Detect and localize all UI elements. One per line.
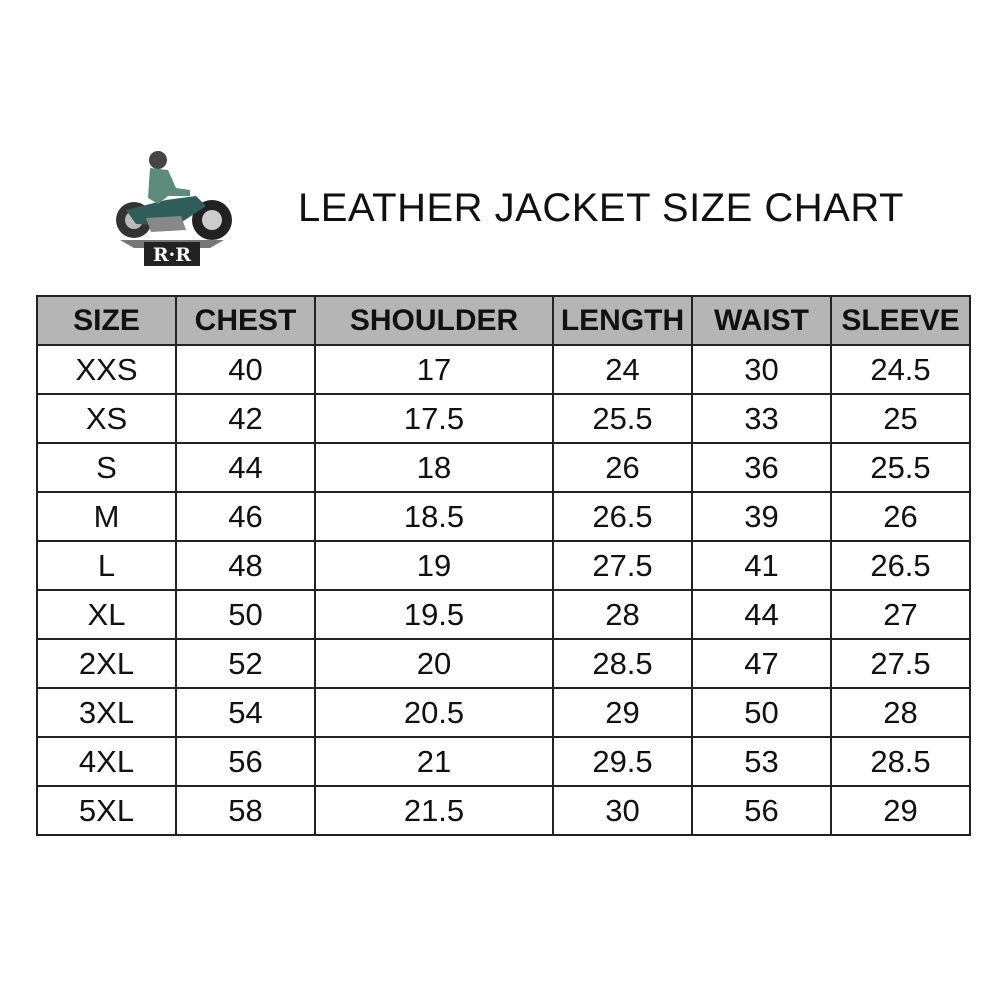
cell-shoulder: 21.5	[314, 785, 554, 836]
column-header-length: LENGTH	[552, 295, 693, 346]
cell-length: 30	[552, 785, 693, 836]
cell-chest: 42	[175, 393, 316, 444]
cell-shoulder: 20	[314, 638, 554, 689]
cell-chest: 50	[175, 589, 316, 640]
cell-length: 29.5	[552, 736, 693, 787]
cell-shoulder: 18	[314, 442, 554, 493]
svg-text:R·R: R·R	[153, 244, 191, 266]
cell-waist: 39	[691, 491, 832, 542]
cell-chest: 46	[175, 491, 316, 542]
cell-sleeve: 27	[830, 589, 971, 640]
cell-sleeve: 26.5	[830, 540, 971, 591]
cell-chest: 48	[175, 540, 316, 591]
column-header-sleeve: SLEEVE	[830, 295, 971, 346]
cell-length: 26	[552, 442, 693, 493]
table-row: 5XL 58 21.5 30 56 29	[36, 785, 971, 836]
cell-size: M	[36, 491, 177, 542]
table-row: S 44 18 26 36 25.5	[36, 442, 971, 493]
cell-size: 4XL	[36, 736, 177, 787]
cell-length: 25.5	[552, 393, 693, 444]
column-header-shoulder: SHOULDER	[314, 295, 554, 346]
cell-sleeve: 28.5	[830, 736, 971, 787]
cell-size: XL	[36, 589, 177, 640]
column-header-chest: CHEST	[175, 295, 316, 346]
cell-waist: 33	[691, 393, 832, 444]
cell-shoulder: 20.5	[314, 687, 554, 738]
cell-length: 26.5	[552, 491, 693, 542]
cell-chest: 52	[175, 638, 316, 689]
cell-chest: 56	[175, 736, 316, 787]
cell-shoulder: 17	[314, 344, 554, 395]
cell-waist: 47	[691, 638, 832, 689]
cell-shoulder: 18.5	[314, 491, 554, 542]
cell-waist: 53	[691, 736, 832, 787]
cell-length: 28.5	[552, 638, 693, 689]
cell-shoulder: 19.5	[314, 589, 554, 640]
cell-size: XS	[36, 393, 177, 444]
column-header-waist: WAIST	[691, 295, 832, 346]
table-row: XXS 40 17 24 30 24.5	[36, 344, 971, 395]
table-row: M 46 18.5 26.5 39 26	[36, 491, 971, 542]
cell-chest: 54	[175, 687, 316, 738]
cell-waist: 44	[691, 589, 832, 640]
cell-chest: 40	[175, 344, 316, 395]
table-row: XS 42 17.5 25.5 33 25	[36, 393, 971, 444]
cell-size: L	[36, 540, 177, 591]
table-row: XL 50 19.5 28 44 27	[36, 589, 971, 640]
cell-sleeve: 28	[830, 687, 971, 738]
cell-waist: 30	[691, 344, 832, 395]
motorcycle-rider-logo: R·R	[106, 148, 238, 268]
cell-length: 29	[552, 687, 693, 738]
size-chart-table: SIZE CHEST SHOULDER LENGTH WAIST SLEEVE XXS 40…	[36, 295, 971, 836]
cell-chest: 58	[175, 785, 316, 836]
page-title: LEATHER JACKET SIZE CHART	[298, 186, 904, 230]
cell-sleeve: 25.5	[830, 442, 971, 493]
cell-waist: 56	[691, 785, 832, 836]
cell-size: S	[36, 442, 177, 493]
cell-shoulder: 21	[314, 736, 554, 787]
cell-size: XXS	[36, 344, 177, 395]
header-row: SIZE CHEST SHOULDER LENGTH WAIST SLEEVE	[36, 295, 971, 346]
cell-size: 3XL	[36, 687, 177, 738]
cell-sleeve: 25	[830, 393, 971, 444]
cell-shoulder: 19	[314, 540, 554, 591]
cell-waist: 41	[691, 540, 832, 591]
cell-waist: 36	[691, 442, 832, 493]
table-row: 4XL 56 21 29.5 53 28.5	[36, 736, 971, 787]
cell-sleeve: 29	[830, 785, 971, 836]
cell-size: 5XL	[36, 785, 177, 836]
cell-sleeve: 27.5	[830, 638, 971, 689]
table-row: 3XL 54 20.5 29 50 28	[36, 687, 971, 738]
cell-waist: 50	[691, 687, 832, 738]
cell-length: 27.5	[552, 540, 693, 591]
cell-sleeve: 26	[830, 491, 971, 542]
cell-sleeve: 24.5	[830, 344, 971, 395]
cell-size: 2XL	[36, 638, 177, 689]
table-row: L 48 19 27.5 41 26.5	[36, 540, 971, 591]
table-row: 2XL 52 20 28.5 47 27.5	[36, 638, 971, 689]
column-header-size: SIZE	[36, 295, 177, 346]
cell-shoulder: 17.5	[314, 393, 554, 444]
cell-length: 24	[552, 344, 693, 395]
cell-length: 28	[552, 589, 693, 640]
cell-chest: 44	[175, 442, 316, 493]
